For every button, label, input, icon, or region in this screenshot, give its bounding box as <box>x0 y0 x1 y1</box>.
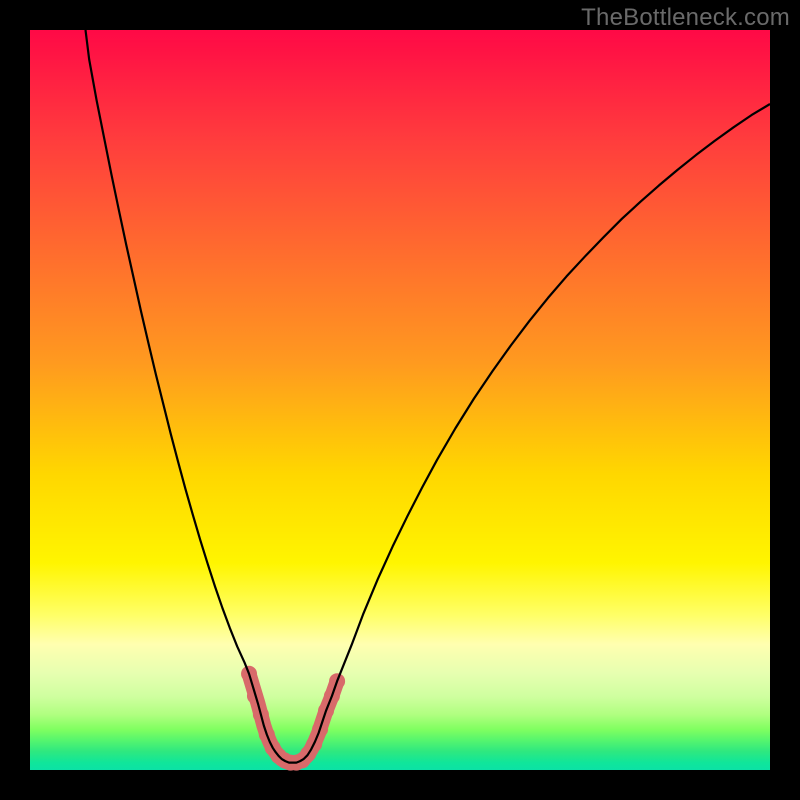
watermark-text: TheBottleneck.com <box>581 4 790 32</box>
bottleneck-chart <box>0 0 800 800</box>
chart-container: TheBottleneck.com <box>0 0 800 800</box>
plot-background <box>30 30 770 770</box>
